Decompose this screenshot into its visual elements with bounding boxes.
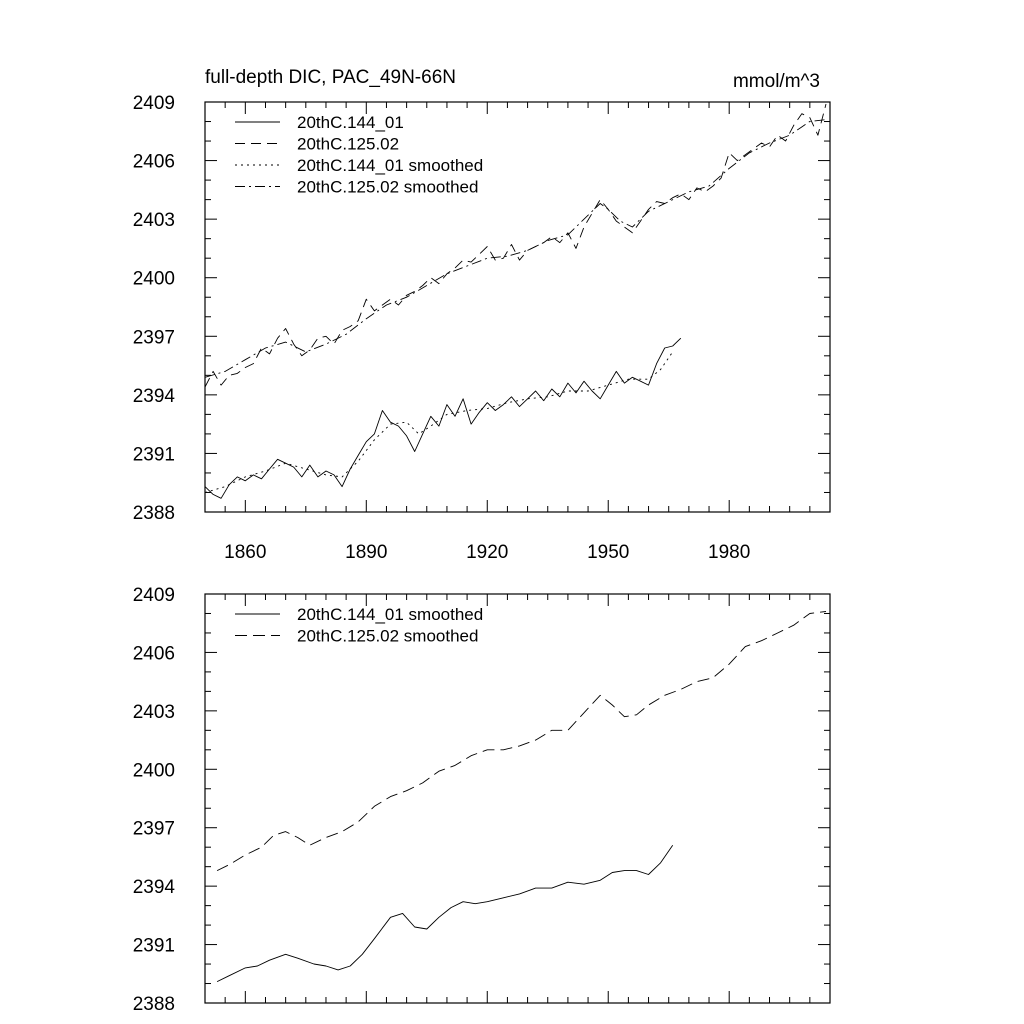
series-line-2: [204, 351, 674, 493]
series-line-1: [204, 103, 827, 388]
units-label: mmol/m^3: [733, 71, 820, 92]
top-panel: 1860 1890 1920 1950 1980 2388 2391 2394 2397 2400…: [133, 93, 831, 563]
series-line-0: [204, 337, 682, 499]
legend-label: 20thC.144_01 smoothed: [297, 156, 483, 175]
y-tick-label: 2400: [133, 269, 175, 290]
x-tick-label: 1920: [466, 542, 508, 563]
y-tick-label: 2406: [133, 643, 175, 664]
series-line-0: [216, 844, 674, 983]
y-tick-label: 2406: [133, 152, 175, 173]
plot-frame: [204, 593, 831, 1004]
y-tick-label: 2394: [133, 877, 176, 898]
y-tick-label: 2403: [133, 210, 175, 231]
series-line-3: [204, 119, 827, 378]
y-tick-label: 2397: [133, 327, 175, 348]
x-tick-label: 1890: [345, 542, 387, 563]
legend-label: 20thC.144_01 smoothed: [297, 605, 483, 624]
chart-title: full-depth DIC, PAC_49N-66N: [205, 67, 456, 88]
y-tick-label: 2391: [133, 936, 175, 957]
legend-label: 20thC.125.02 smoothed: [297, 178, 478, 197]
plot-frame: [204, 101, 831, 513]
y-tick-label: 2394: [133, 386, 176, 407]
y-tick-label: 2388: [133, 994, 175, 1015]
y-tick-label: 2400: [133, 760, 175, 781]
legend-label: 20thC.125.02 smoothed: [297, 627, 478, 646]
x-tick-label: 1860: [224, 542, 266, 563]
y-tick-label: 2409: [133, 93, 175, 114]
y-tick-label: 2388: [133, 503, 175, 524]
y-tick-label: 2391: [133, 444, 175, 465]
x-tick-label: 1980: [708, 542, 750, 563]
x-tick-label: 1950: [587, 542, 629, 563]
y-tick-label: 2409: [133, 585, 175, 606]
y-tick-label: 2397: [133, 819, 175, 840]
legend-label: 20thC.125.02: [297, 135, 399, 154]
legend-label: 20thC.144_01: [297, 113, 404, 132]
series-line-1: [216, 611, 827, 872]
bottom-panel: 2388 2391 2394 2397 2400 2403 2406 2409 20thC.14…: [133, 585, 831, 1015]
y-tick-label: 2403: [133, 702, 175, 723]
